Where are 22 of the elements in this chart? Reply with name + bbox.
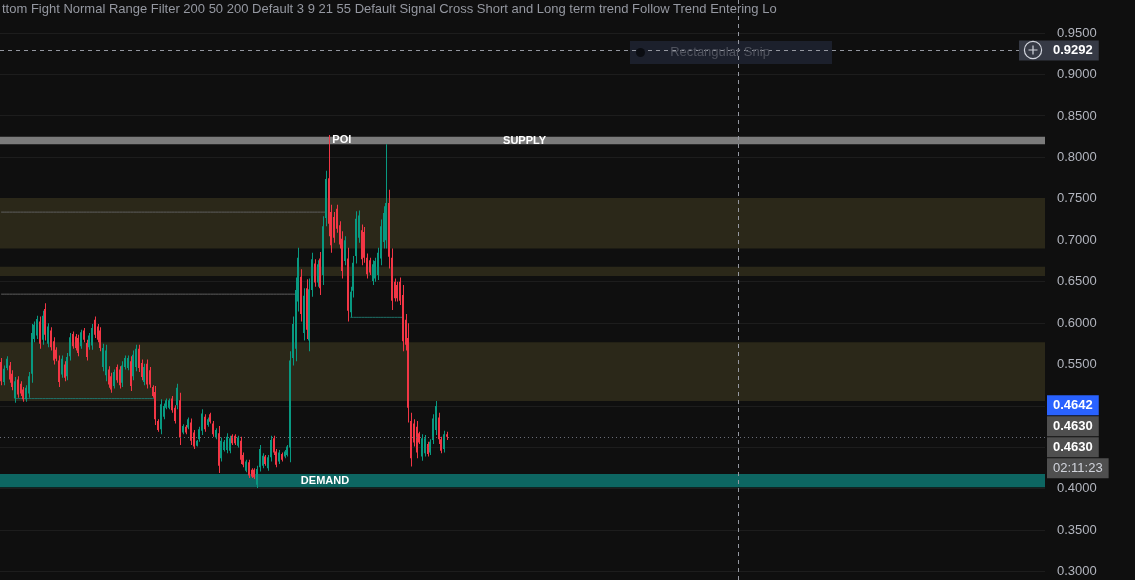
- annotation: POI: [332, 133, 352, 146]
- band-label: DEMAND: [300, 474, 350, 487]
- text: 0.4642: [1053, 397, 1093, 413]
- ref-line-label: 0.4630: [1053, 439, 1093, 455]
- y-tick-label: 0.8000: [1057, 149, 1097, 165]
- y-tick-label: 0.6500: [1057, 273, 1097, 289]
- text: 0.4630: [1053, 418, 1093, 434]
- ref-line-label: 0.9292: [1053, 42, 1093, 58]
- y-tick-label: 0.9000: [1057, 66, 1097, 82]
- annotation: Rectangular Snip: [670, 44, 770, 60]
- y-tick-label: 0.7500: [1057, 190, 1097, 206]
- chart-title: ttom Fight Normal Range Filter 200 50 200 Default 3 9 21 55 Default Signal Cross Short and Long term trend Follow Trend Entering Lo: [2, 1, 777, 17]
- y-tick-label: 0.6000: [1057, 314, 1097, 330]
- y-tick-label: 0.3500: [1057, 521, 1097, 537]
- y-tick-label: 0.7000: [1057, 231, 1097, 247]
- y-tick-label: 0.9500: [1057, 24, 1097, 40]
- y-tick-label: 0.4000: [1057, 480, 1097, 496]
- y-tick-label: 0.8500: [1057, 107, 1097, 123]
- text: 02:11:23: [1053, 460, 1103, 476]
- band-label: SUPPLY: [503, 133, 547, 146]
- y-tick-label: 0.3000: [1057, 563, 1097, 579]
- y-tick-label: 0.5500: [1057, 356, 1097, 372]
